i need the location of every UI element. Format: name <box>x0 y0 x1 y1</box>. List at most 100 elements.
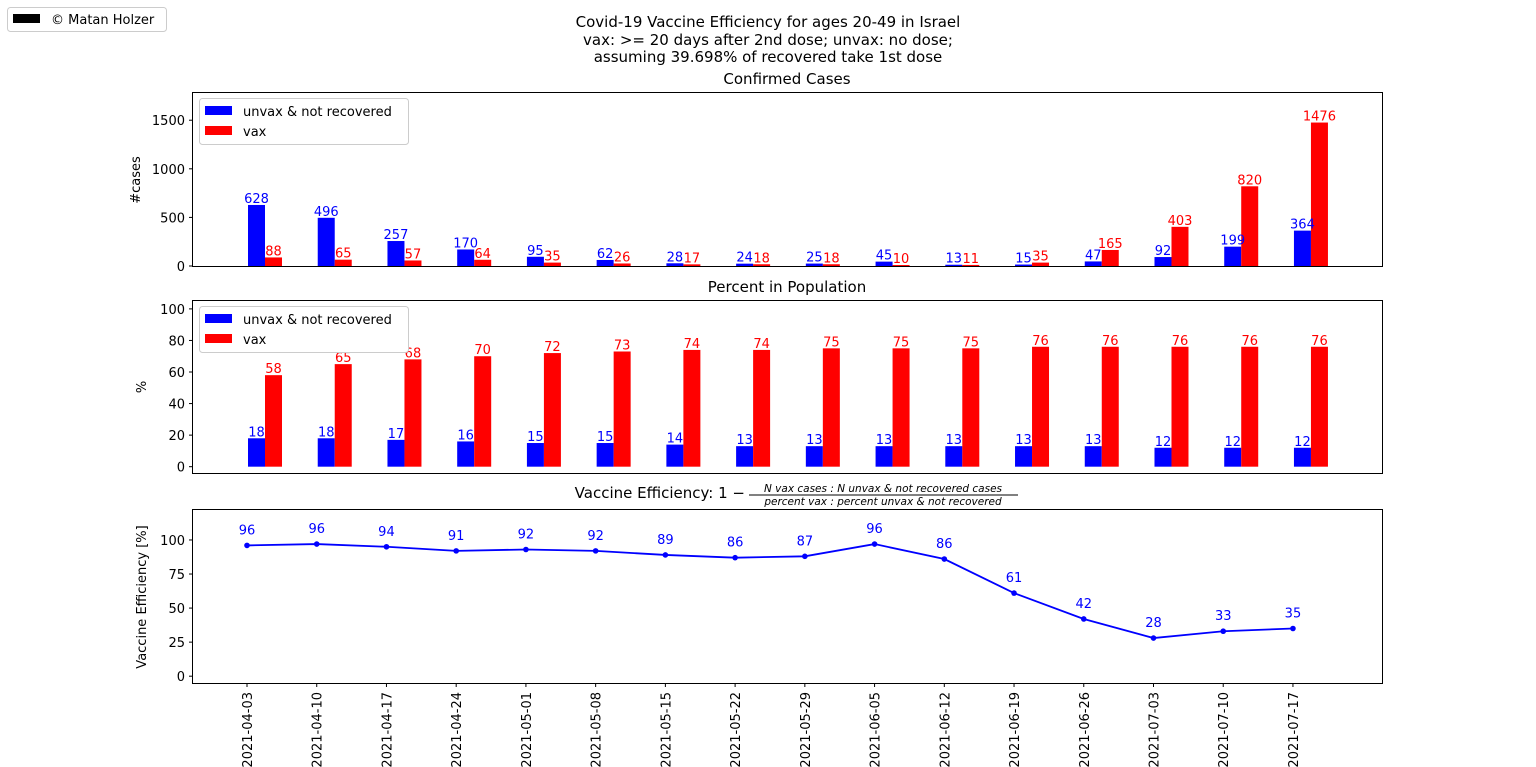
cases-y-tick-label: 1500 <box>152 114 185 129</box>
x-tick-label: 2021-04-17 <box>380 692 395 767</box>
percent-legend-label-unvax: unvax & not recovered <box>243 313 392 328</box>
percent-panel: Percent in Population % 0 20 40 60 80 100 18 1… <box>135 278 1383 476</box>
cases-bar-unvax <box>1154 257 1172 266</box>
cases-bar-vax <box>334 259 352 266</box>
percent-bar-label-unvax: 17 <box>388 427 405 442</box>
percent-bar-vax <box>1171 346 1189 467</box>
x-tick-label: 2021-06-05 <box>869 692 884 767</box>
credit-text: © Matan Holzer <box>51 13 155 28</box>
cases-bar-label-vax: 35 <box>1032 250 1049 265</box>
percent-bar-vax <box>265 375 282 467</box>
cases-bar-label-unvax: 45 <box>876 249 893 264</box>
x-tick-label: 2021-06-26 <box>1078 692 1093 767</box>
cases-bar-vax <box>265 257 282 266</box>
efficiency-y-axis-label: Vaccine Efficiency [%] <box>135 525 150 668</box>
percent-bar-unvax <box>736 446 754 467</box>
cases-bar-vax <box>822 264 840 266</box>
cases-bar-label-unvax: 92 <box>1155 244 1172 259</box>
cases-bar-label-unvax: 62 <box>597 247 614 262</box>
cases-bar-label-unvax: 364 <box>1290 218 1315 233</box>
x-tick-label: 2021-04-03 <box>241 692 256 767</box>
efficiency-point <box>313 541 320 547</box>
cases-y-axis: 0 500 1000 1500 <box>152 114 193 275</box>
x-tick-label: 2021-05-29 <box>799 692 814 767</box>
cases-bar-unvax <box>1084 261 1102 266</box>
cases-bar-label-unvax: 95 <box>527 244 544 259</box>
percent-panel-title: Percent in Population <box>708 278 866 296</box>
efficiency-point-label: 96 <box>239 523 256 538</box>
efficiency-point-labels: 96 96 94 91 92 92 89 86 87 96 86 61 42 28 33 35 <box>239 522 1301 631</box>
cases-bar-label-vax: 35 <box>544 250 561 265</box>
cases-legend-label-vax: vax <box>243 125 267 140</box>
percent-bar-label-unvax: 15 <box>597 430 614 445</box>
percent-bar-vax <box>1241 346 1259 467</box>
cases-bar-label-vax: 57 <box>405 247 422 262</box>
percent-bar-vax <box>892 348 910 467</box>
x-tick-label: 2021-04-24 <box>450 692 465 767</box>
efficiency-point-label: 96 <box>308 522 325 537</box>
cases-bar-label-unvax: 199 <box>1220 234 1245 249</box>
efficiency-point <box>1290 625 1296 632</box>
efficiency-point <box>732 554 738 561</box>
percent-bar-label-unvax: 14 <box>667 432 684 447</box>
percent-bar-unvax <box>248 438 265 467</box>
percent-bar-label-unvax: 16 <box>457 428 474 443</box>
cases-bar-label-vax: 64 <box>474 247 491 262</box>
cases-bar-label-vax: 165 <box>1098 237 1123 252</box>
percent-bar-label-vax: 58 <box>265 362 282 377</box>
x-tick-label: 2021-05-01 <box>520 692 535 767</box>
cases-bar-vax <box>474 259 492 266</box>
cases-bar-unvax <box>387 241 405 266</box>
credit-legend: © Matan Holzer <box>7 7 167 32</box>
percent-bar-label-vax: 76 <box>1032 334 1049 349</box>
cases-plot-frame <box>192 92 1383 267</box>
cases-bar-unvax <box>666 263 684 266</box>
percent-bar-vax <box>962 348 980 467</box>
efficiency-point-label: 86 <box>727 536 744 551</box>
cases-bar-unvax <box>596 259 614 266</box>
efficiency-title-denominator: percent vax : percent unvax & not recove… <box>763 496 1002 508</box>
percent-bar-label-vax: 76 <box>1311 334 1328 349</box>
percent-plot-frame <box>192 300 1383 474</box>
percent-bar-unvax <box>596 443 614 467</box>
percent-bar-vax <box>613 351 631 467</box>
cases-bar-label-vax: 65 <box>335 247 352 262</box>
efficiency-point <box>383 543 390 550</box>
percent-bar-unvax <box>666 444 684 467</box>
cases-bar-label-unvax: 47 <box>1085 248 1102 263</box>
percent-bar-label-vax: 76 <box>1172 334 1189 349</box>
efficiency-panel-title: Vaccine Efficiency: 1 − N vax cases : N … <box>575 483 1018 508</box>
cases-bar-vax <box>1310 122 1328 266</box>
percent-bar-unvax <box>317 438 335 467</box>
percent-bar-label-vax: 65 <box>335 351 352 366</box>
efficiency-point <box>244 542 250 549</box>
percent-bar-unvax <box>875 446 893 467</box>
cases-bar-vax <box>404 260 422 266</box>
cases-bar-vax <box>1032 262 1050 266</box>
percent-bar-vax <box>822 348 840 467</box>
percent-bar-label-unvax: 13 <box>1015 433 1032 448</box>
percent-bar-label-vax: 75 <box>893 335 910 350</box>
percent-bar-label-unvax: 13 <box>946 433 963 448</box>
percent-bar-vax <box>543 353 561 467</box>
efficiency-point-label: 28 <box>1145 616 1162 631</box>
percent-bar-label-vax: 75 <box>963 335 980 350</box>
percent-legend: unvax & not recovered vax <box>199 306 409 353</box>
cases-legend-swatch-unvax <box>205 106 232 115</box>
cases-y-tick-label: 0 <box>177 260 185 275</box>
cases-bars <box>248 122 1328 266</box>
efficiency-line <box>246 543 1293 639</box>
x-tick-label: 2021-06-12 <box>938 692 953 767</box>
efficiency-point-label: 86 <box>936 537 953 552</box>
percent-bar-label-vax: 73 <box>614 338 631 353</box>
efficiency-point-label: 91 <box>448 529 465 544</box>
percent-bar-vax <box>474 356 492 467</box>
percent-bar-vax <box>753 349 771 467</box>
percent-y-tick-label: 60 <box>168 366 185 381</box>
percent-y-tick-label: 100 <box>160 303 185 318</box>
percent-bar-label-unvax: 18 <box>248 425 265 440</box>
percent-bar-unvax <box>457 441 475 467</box>
cases-bar-label-unvax: 24 <box>736 251 753 266</box>
cases-bar-unvax <box>945 264 963 266</box>
efficiency-panel: Vaccine Efficiency: 1 − N vax cases : N … <box>135 483 1383 767</box>
